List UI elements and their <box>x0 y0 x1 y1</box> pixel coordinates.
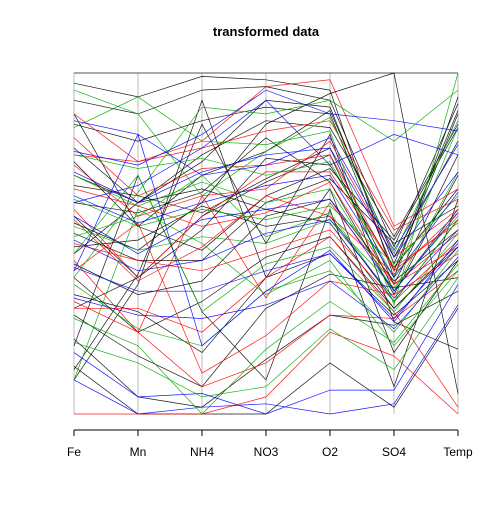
observation-line <box>73 219 459 299</box>
x-tick-label: SO4 <box>382 445 406 459</box>
observation-line <box>73 89 459 255</box>
x-tick-label: Fe <box>67 445 81 459</box>
observation-line <box>73 304 459 415</box>
observation-line <box>73 99 459 203</box>
observation-line <box>73 174 459 279</box>
x-tick-label: NO3 <box>254 445 279 459</box>
observation-line <box>73 195 459 333</box>
chart-title: transformed data <box>213 24 320 39</box>
x-tick-label: O2 <box>322 445 338 459</box>
observation-line <box>73 89 459 166</box>
observation-line <box>73 147 459 258</box>
observation-line <box>73 195 459 265</box>
observation-line <box>73 89 459 278</box>
observation-line <box>73 79 459 227</box>
observation-line <box>73 195 459 282</box>
x-axis: Fe Mn NH4 NO3 O2 SO4 Temp <box>67 429 473 459</box>
observation-line <box>73 198 459 292</box>
x-tick-label: Mn <box>130 445 147 459</box>
observation-line <box>73 120 459 251</box>
observation-line <box>73 198 459 295</box>
observation-line <box>73 284 459 415</box>
observation-line <box>73 174 459 303</box>
observation-line <box>73 171 459 279</box>
observation-line <box>73 72 459 307</box>
observation-line <box>73 277 459 398</box>
observation-line <box>73 215 459 289</box>
observation-line <box>73 246 459 320</box>
observation-line <box>73 174 459 313</box>
observation-line <box>73 208 459 381</box>
observation-line <box>73 263 459 415</box>
observation-line <box>73 256 459 330</box>
observation-lines <box>73 72 459 415</box>
x-tick-label: NH4 <box>190 445 214 459</box>
x-tick-label: Temp <box>443 445 473 459</box>
